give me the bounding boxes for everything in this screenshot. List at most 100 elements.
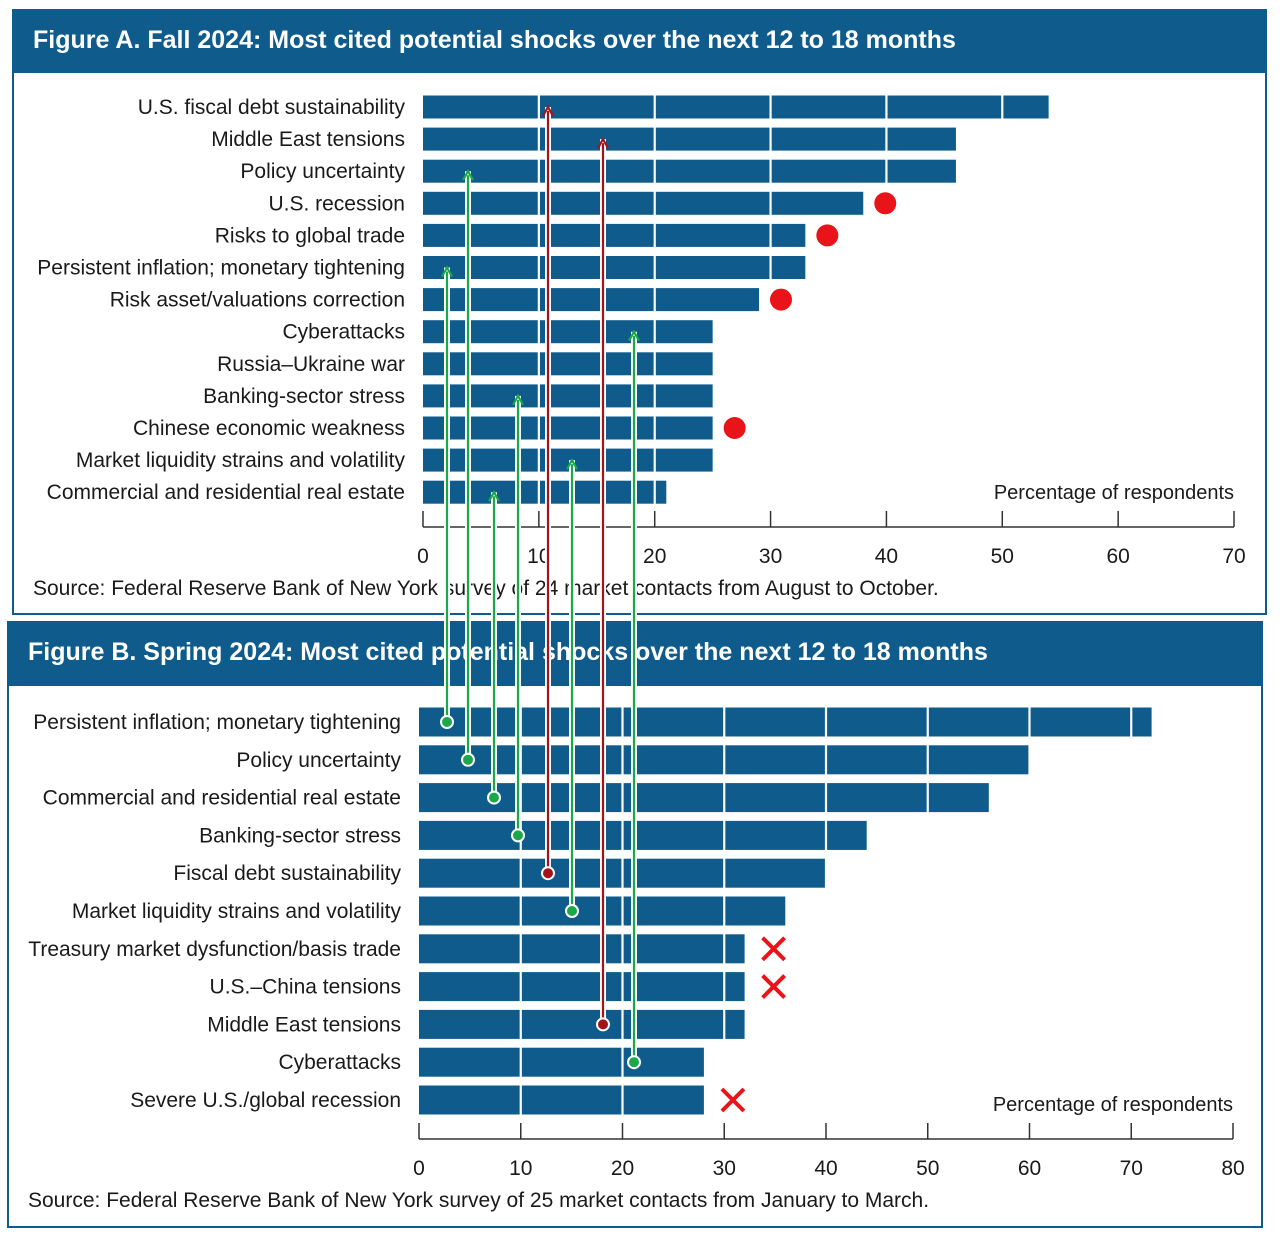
tick-label-a-10: 10 — [527, 545, 550, 568]
bar-a-risk-asset-valuations-correction — [423, 288, 759, 312]
tick-label-b-80: 80 — [1221, 1157, 1244, 1180]
category-label-a-middle-east-tensions: Middle East tensions — [211, 128, 405, 151]
category-label-b-middle-east-tensions: Middle East tensions — [207, 1013, 401, 1036]
tick-label-a-70: 70 — [1222, 545, 1245, 568]
tick-label-a-0: 0 — [417, 545, 429, 568]
category-label-b-policy-uncertainty: Policy uncertainty — [236, 749, 401, 772]
tick-label-b-10: 10 — [509, 1157, 532, 1180]
tick-label-b-30: 30 — [713, 1157, 736, 1180]
arrow-origin-dot — [541, 866, 555, 881]
bar-a-market-liquidity-strains-and-volatility — [423, 448, 713, 472]
new-entry-marker-risks-to-global-trade — [816, 224, 839, 247]
arrow-head — [488, 489, 500, 502]
tick-label-a-40: 40 — [875, 545, 898, 568]
bar-a-russia-ukraine-war — [423, 352, 713, 376]
category-label-a-risk-asset-valuations-correction: Risk asset/valuations correction — [110, 289, 405, 312]
figure-a-chart: U.S. fiscal debt sustainability Middle Ea… — [37, 93, 1246, 568]
rank-change-arrow-middle-east-tensions — [596, 136, 610, 1032]
rank-change-arrow-commercial-and-residential-real-estate — [487, 489, 501, 805]
arrow-origin-dot — [565, 904, 579, 918]
figure-a-header — [13, 10, 1266, 73]
bar-a-banking-sector-stress — [423, 384, 713, 408]
category-label-a-commercial-and-residential-real-estate: Commercial and residential real estate — [47, 481, 405, 504]
bar-a-risks-to-global-trade — [423, 223, 806, 247]
category-label-b-commercial-and-residential-real-estate: Commercial and residential real estate — [43, 787, 401, 810]
rank-change-arrow-market-liquidity-strains-and-volatility — [565, 457, 579, 918]
category-label-a-risks-to-global-trade: Risks to global trade — [215, 224, 405, 247]
arrow-origin-dot — [461, 752, 475, 767]
bar-b-u-s-china-tensions — [419, 972, 745, 1002]
tick-label-b-50: 50 — [916, 1157, 939, 1180]
rank-change-arrow-u-s-fiscal-debt-sustainability — [541, 104, 555, 881]
dropped-entry-marker-u-s-china-tensions — [761, 974, 787, 1000]
bar-b-middle-east-tensions — [419, 1009, 745, 1039]
x-axis-title-b: Percentage of respondents — [993, 1094, 1233, 1116]
new-entry-marker-risk-asset-valuations-correction — [769, 288, 792, 311]
figure-b-chart: Persistent inflation; monetary tightenin… — [28, 705, 1245, 1180]
rank-change-arrow-persistent-inflation-monetary-tightening — [440, 265, 454, 729]
arrow-origin-dot — [596, 1017, 610, 1032]
figure-a-title: Figure A. Fall 2024: Most cited potentia… — [33, 26, 956, 54]
category-label-b-treasury-market-dysfunction-basis-trade: Treasury market dysfunction/basis trade — [28, 938, 401, 961]
arrow-origin-dot — [511, 828, 525, 843]
arrow-origin-dot — [627, 1055, 641, 1070]
arrow-head — [512, 393, 524, 406]
bar-b-banking-sector-stress — [419, 820, 867, 850]
category-label-a-policy-uncertainty: Policy uncertainty — [240, 160, 405, 183]
dropped-entry-marker-severe-u-s-global-recession — [720, 1087, 746, 1113]
bar-b-commercial-and-residential-real-estate — [419, 783, 989, 813]
tick-label-b-0: 0 — [413, 1157, 425, 1180]
category-label-a-cyberattacks: Cyberattacks — [282, 321, 405, 344]
category-label-b-u-s-china-tensions: U.S.–China tensions — [210, 976, 401, 999]
category-label-b-cyberattacks: Cyberattacks — [278, 1051, 401, 1074]
arrow-head — [597, 136, 609, 149]
rank-change-arrow-policy-uncertainty — [461, 168, 475, 767]
tick-label-b-40: 40 — [814, 1157, 837, 1180]
arrow-head — [542, 104, 554, 117]
bar-b-cyberattacks — [419, 1047, 704, 1077]
bar-b-persistent-inflation-monetary-tightening — [419, 707, 1152, 737]
cross-stroke — [720, 1087, 746, 1113]
category-label-b-fiscal-debt-sustainability: Fiscal debt sustainability — [173, 862, 401, 885]
category-label-b-market-liquidity-strains-and-volatility: Market liquidity strains and volatility — [72, 900, 402, 923]
tick-label-b-20: 20 — [611, 1157, 634, 1180]
rank-change-arrow-cyberattacks — [627, 329, 641, 1070]
arrow-head — [441, 265, 453, 278]
new-entry-marker-u-s-recession — [874, 192, 897, 215]
cross-stroke — [761, 974, 787, 1000]
tick-label-a-60: 60 — [1106, 545, 1129, 568]
figure-b-title: Figure B. Spring 2024: Most cited potent… — [28, 638, 988, 666]
category-label-b-persistent-inflation-monetary-tightening: Persistent inflation; monetary tightenin… — [33, 711, 401, 734]
arrow-origin-dot — [440, 715, 454, 729]
tick-label-b-70: 70 — [1120, 1157, 1143, 1180]
dropped-entry-marker-treasury-market-dysfunction-basis-trade — [761, 936, 787, 962]
category-label-a-persistent-inflation-monetary-tightening: Persistent inflation; monetary tightenin… — [37, 257, 405, 280]
cross-stroke — [761, 936, 787, 962]
bar-a-policy-uncertainty — [423, 159, 956, 183]
bar-a-middle-east-tensions — [423, 127, 956, 151]
category-label-a-chinese-economic-weakness: Chinese economic weakness — [133, 417, 405, 440]
tick-label-a-30: 30 — [759, 545, 782, 568]
arrow-head — [628, 329, 640, 342]
category-label-a-market-liquidity-strains-and-volatility: Market liquidity strains and volatility — [76, 449, 406, 472]
rank-change-arrows — [440, 104, 641, 1070]
bar-b-treasury-market-dysfunction-basis-trade — [419, 934, 745, 964]
rank-change-arrow-banking-sector-stress — [511, 393, 525, 843]
category-label-b-banking-sector-stress: Banking-sector stress — [199, 824, 401, 847]
arrow-head — [566, 457, 578, 470]
bar-a-commercial-and-residential-real-estate — [423, 480, 667, 504]
category-label-a-banking-sector-stress: Banking-sector stress — [203, 385, 405, 408]
bar-a-cyberattacks — [423, 320, 713, 344]
bar-a-u-s-fiscal-debt-sustainability — [423, 95, 1049, 119]
category-label-a-u-s-fiscal-debt-sustainability: U.S. fiscal debt sustainability — [138, 96, 406, 119]
bar-a-persistent-inflation-monetary-tightening — [423, 256, 806, 279]
tick-label-a-50: 50 — [991, 545, 1014, 568]
category-label-b-severe-u-s-global-recession: Severe U.S./global recession — [130, 1089, 401, 1112]
arrow-head — [462, 168, 474, 181]
tick-label-b-60: 60 — [1018, 1157, 1041, 1180]
bar-b-severe-u-s-global-recession — [419, 1085, 704, 1115]
bar-a-chinese-economic-weakness — [423, 416, 713, 440]
category-label-a-u-s-recession: U.S. recession — [268, 192, 405, 215]
x-axis-title-a: Percentage of respondents — [994, 482, 1234, 504]
